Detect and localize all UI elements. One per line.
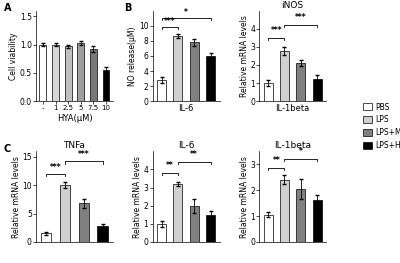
Bar [157, 224, 166, 242]
Bar [313, 79, 322, 101]
Bar [296, 189, 305, 242]
Y-axis label: NO release(μM): NO release(μM) [128, 26, 138, 86]
Bar [102, 70, 110, 101]
Bar [206, 215, 215, 242]
Bar [190, 206, 199, 242]
Text: ***: *** [295, 13, 306, 22]
Text: ***: *** [50, 163, 62, 172]
Bar [79, 203, 89, 242]
Text: *: * [299, 147, 303, 156]
Bar [313, 200, 322, 242]
Bar [98, 226, 108, 242]
Bar [206, 56, 215, 101]
Text: ***: *** [270, 26, 282, 35]
Text: A: A [4, 3, 11, 13]
Text: C: C [4, 144, 11, 154]
X-axis label: HYA(μM): HYA(μM) [57, 114, 92, 123]
Bar [157, 80, 166, 101]
Text: B: B [124, 3, 132, 13]
Bar [60, 185, 70, 242]
Bar [90, 49, 97, 101]
Bar [65, 46, 72, 101]
Bar [40, 44, 46, 101]
Legend: PBS, LPS, LPS+M, LPS+H: PBS, LPS, LPS+M, LPS+H [363, 103, 400, 150]
Bar [52, 44, 59, 101]
Text: **: ** [166, 161, 174, 170]
Bar [296, 63, 305, 101]
Bar [190, 42, 199, 101]
Y-axis label: Relative mRNA levels: Relative mRNA levels [12, 156, 21, 237]
Title: IL-6: IL-6 [178, 141, 194, 150]
Title: iNOS: iNOS [282, 1, 304, 10]
Bar [41, 234, 52, 242]
Title: TNFa: TNFa [64, 141, 86, 150]
Text: *: * [184, 8, 188, 17]
Y-axis label: Relative mRNA levels: Relative mRNA levels [133, 156, 142, 237]
Bar [264, 83, 273, 101]
Bar [280, 180, 289, 242]
Text: ***: *** [164, 17, 176, 26]
Bar [174, 184, 182, 242]
Bar [264, 215, 273, 242]
Bar [77, 43, 84, 101]
Y-axis label: Cell viability: Cell viability [9, 32, 18, 80]
X-axis label: IL-1beta: IL-1beta [276, 104, 310, 113]
Y-axis label: Relative mRNA levels: Relative mRNA levels [240, 15, 249, 97]
Title: IL-1beta: IL-1beta [274, 141, 311, 150]
Text: ***: *** [78, 150, 90, 159]
X-axis label: IL-6: IL-6 [178, 104, 194, 113]
Text: **: ** [190, 150, 198, 159]
Bar [280, 51, 289, 101]
Text: **: ** [272, 156, 280, 165]
Bar [174, 36, 182, 101]
Y-axis label: Relative mRNA levels: Relative mRNA levels [240, 156, 249, 237]
